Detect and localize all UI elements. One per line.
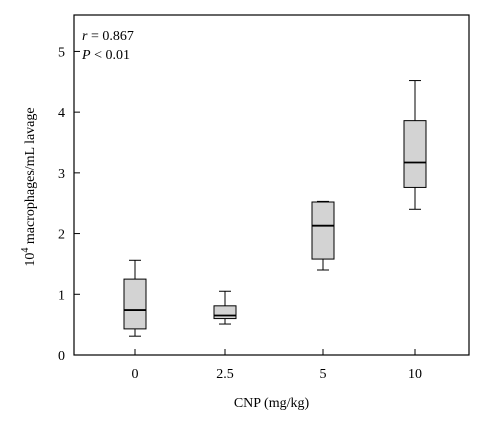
r-value-text: = 0.867	[87, 29, 133, 44]
y-tick-label: 1	[58, 288, 65, 303]
iqr-box	[213, 305, 237, 320]
y-axis-title-exponent: 4	[20, 248, 31, 253]
iqr-box	[403, 120, 427, 188]
boxes-layer	[123, 80, 427, 337]
plot-area-frame	[73, 14, 470, 356]
x-axis-title: CNP (mg/kg)	[234, 396, 310, 411]
r-symbol: r	[82, 29, 88, 44]
p-symbol: P	[81, 48, 91, 63]
box-group	[311, 200, 335, 271]
p-value-annotation: P < 0.01	[81, 48, 130, 63]
y-axis: 0 1 2 3 4 5	[58, 45, 80, 364]
iqr-box	[123, 278, 147, 330]
x-tick-label: 10	[408, 367, 422, 382]
box-group	[213, 290, 237, 325]
y-tick-label: 3	[58, 167, 65, 182]
box-group	[403, 80, 427, 210]
y-axis-title: 104 macrophages/mL lavage	[20, 107, 38, 266]
y-tick-label: 4	[58, 106, 65, 121]
y-axis-title-suffix: macrophages/mL lavage	[23, 107, 38, 247]
x-tick-label: 2.5	[216, 367, 234, 382]
x-axis: 0 2.5 5 10	[132, 349, 422, 382]
y-tick-label: 0	[58, 349, 65, 364]
correlation-annotation: r = 0.867	[82, 29, 134, 44]
y-axis-title-prefix: 10	[23, 253, 38, 267]
y-tick-label: 2	[58, 228, 65, 243]
x-tick-label: 0	[132, 367, 139, 382]
box-group	[123, 259, 147, 337]
p-value-text: < 0.01	[91, 48, 130, 63]
y-tick-label: 5	[58, 45, 65, 60]
x-tick-label: 5	[320, 367, 327, 382]
iqr-box	[311, 201, 335, 260]
